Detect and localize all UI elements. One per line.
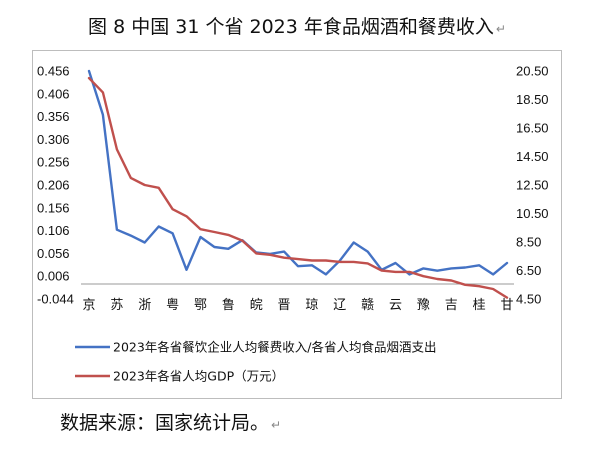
right-tick-label: 10.50 [516, 206, 549, 221]
left-tick-label: 0.006 [37, 269, 70, 284]
left-tick-label: 0.206 [37, 178, 70, 193]
left-tick-label: 0.356 [37, 109, 70, 124]
category-label: 晋 [278, 298, 291, 313]
category-label: 苏 [110, 297, 123, 313]
left-tick-label: -0.044 [37, 292, 74, 307]
series-lines [87, 69, 509, 299]
right-tick-label: 16.50 [516, 121, 549, 136]
right-tick-label: 20.50 [516, 64, 549, 79]
category-label: 粤 [166, 297, 179, 313]
right-tick-label: 8.50 [516, 235, 541, 250]
legend-label-2: 2023年各省人均GDP（万元） [113, 369, 284, 384]
right-tick-label: 12.50 [516, 178, 549, 193]
left-tick-label: 0.306 [37, 132, 70, 147]
left-tick-label: 0.106 [37, 223, 70, 238]
line-chart: 0.456 0.406 0.356 0.306 0.256 0.206 0.156 0.106… [37, 64, 549, 384]
chart-frame: 0.456 0.406 0.356 0.306 0.256 0.206 0.156 0.106… [32, 50, 562, 399]
category-label: 赣 [361, 298, 374, 313]
figure-title: 图 8 中国 31 个省 2023 年食品烟酒和餐费收入 ↵ [0, 12, 594, 39]
source-note: 数据来源：国家统计局。 ↵ [60, 408, 281, 435]
right-tick-label: 18.50 [516, 92, 549, 107]
left-tick-label: 0.156 [37, 200, 70, 215]
series-line-2 [87, 76, 509, 299]
left-tick-label: 0.406 [37, 86, 70, 101]
category-label: 云 [389, 298, 402, 313]
category-label: 桂 [473, 298, 486, 313]
right-tick-label: 4.50 [516, 292, 541, 307]
category-labels: 京苏浙粤鄂鲁皖晋琼辽赣云豫吉桂甘 [82, 297, 513, 313]
category-label: 辽 [333, 298, 346, 313]
category-label: 吉 [445, 298, 458, 313]
category-label: 甘 [500, 298, 513, 313]
source-return-mark: ↵ [271, 418, 282, 432]
category-label: 浙 [138, 298, 151, 313]
category-label: 鲁 [222, 298, 235, 313]
series-line-1 [87, 69, 509, 276]
legend: 2023年各省餐饮企业人均餐费收入/各省人均食品烟酒支出 2023年各省人均GDP… [75, 340, 437, 384]
category-label: 京 [82, 298, 95, 313]
category-label: 琼 [305, 298, 318, 313]
category-label: 鄂 [194, 298, 207, 313]
right-tick-label: 6.50 [516, 263, 541, 278]
left-tick-label: 0.456 [37, 64, 70, 79]
left-tick-label: 0.256 [37, 155, 70, 170]
category-label: 皖 [250, 298, 263, 313]
category-label: 豫 [417, 298, 430, 313]
figure-title-text: 图 8 中国 31 个省 2023 年食品烟酒和餐费收入 [88, 16, 494, 38]
title-return-mark: ↵ [495, 22, 506, 36]
left-axis-ticks: 0.456 0.406 0.356 0.306 0.256 0.206 0.156 0.106… [37, 64, 74, 307]
right-tick-label: 14.50 [516, 149, 549, 164]
right-axis-ticks: 20.50 18.50 16.50 14.50 12.50 10.50 8.50 6.50 4.… [516, 64, 549, 307]
left-tick-label: 0.056 [37, 246, 70, 261]
source-note-text: 数据来源：国家统计局。 [60, 412, 270, 434]
legend-label-1: 2023年各省餐饮企业人均餐费收入/各省人均食品烟酒支出 [113, 340, 437, 355]
